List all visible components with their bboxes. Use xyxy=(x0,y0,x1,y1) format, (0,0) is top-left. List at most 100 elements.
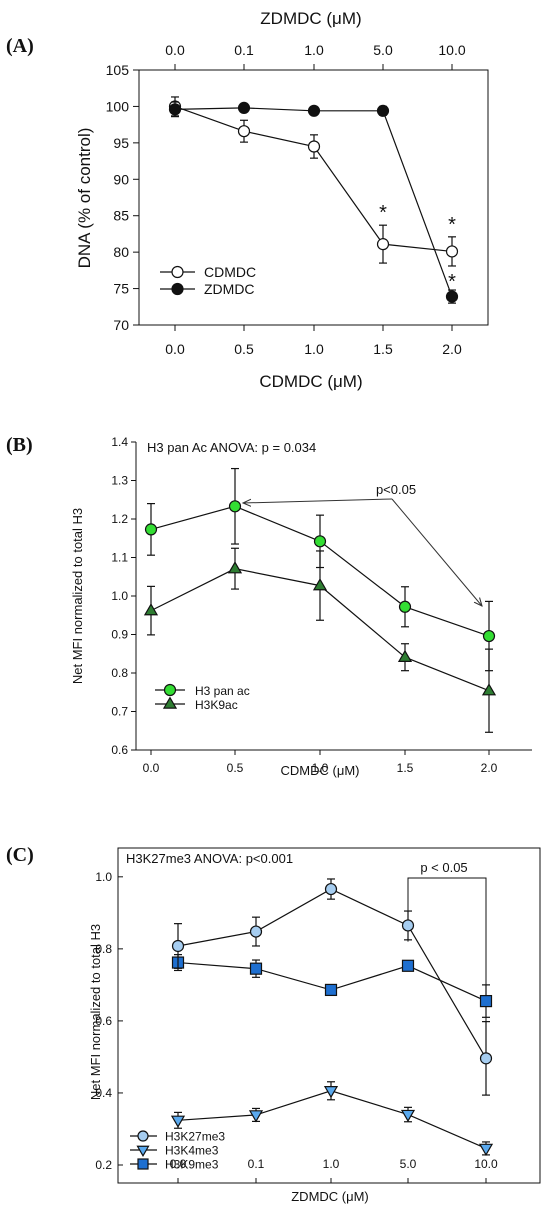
panel-b-legend-label: H3K9ac xyxy=(195,698,238,712)
panel-b-y-tick-label: 0.6 xyxy=(111,743,128,757)
panel-c-h3k9me3-point xyxy=(249,962,263,975)
panel-c-h3k27me3-point xyxy=(324,882,338,896)
panel-b-title: H3 pan Ac ANOVA: p = 0.034 xyxy=(147,440,316,455)
panel-c-plot-frame xyxy=(117,847,541,1184)
panel-a-x-tick-label: 0.5 xyxy=(234,341,254,357)
panel-b-y-tick-label: 0.9 xyxy=(111,628,128,642)
panel-b-y-tick-label: 0.7 xyxy=(111,705,128,719)
panel-b-y-tick-label: 1.4 xyxy=(111,435,128,449)
panel-a-x-tick-label: 2.0 xyxy=(442,341,462,357)
panel-c-legend-label: H3K27me3 xyxy=(165,1130,225,1144)
panel-a-cdmdc-point xyxy=(237,125,251,138)
panel-a-y-axis-title: DNA (% of control) xyxy=(75,128,94,269)
panel-c-significance-bracket xyxy=(407,877,487,1029)
panel-a-legend-marker xyxy=(171,265,184,279)
panel-b-h3k9ac-point xyxy=(397,649,413,662)
panel-a-top-tick-label: 0.1 xyxy=(234,42,254,58)
panel-b-y-tick-label: 0.8 xyxy=(111,666,128,680)
panel-c-x-tick-label: 1.0 xyxy=(323,1157,340,1171)
panel-c-h3k27me3-point xyxy=(401,919,415,932)
panel-c-h3k9me3-point xyxy=(401,959,415,972)
panel-b-legend-marker xyxy=(163,683,177,697)
panel-a-top-tick-label: 0.0 xyxy=(165,42,185,58)
panel-a-significance-star: * xyxy=(448,214,456,236)
panel-a-y-tick-label: 75 xyxy=(113,281,129,297)
panel-c-y-axis-title: Net MFI normalized to total H3 xyxy=(88,924,103,1100)
panel-c-h3k4me3-point xyxy=(478,1143,494,1156)
panel-b-legend-marker xyxy=(162,696,178,709)
panel-a-x-tick-label: 1.0 xyxy=(304,341,324,357)
panel-a-top-tick-label: 5.0 xyxy=(373,42,393,58)
panel-b-x-tick-label: 0.0 xyxy=(143,761,160,775)
panel-b-x-tick-label: 0.5 xyxy=(227,761,244,775)
panel-a-significance-star: * xyxy=(379,202,387,224)
panel-a-x-tick-label: 0.0 xyxy=(165,341,185,357)
panel-a-significance-star: * xyxy=(448,271,456,293)
panel-c-h3k9me3-point xyxy=(324,983,338,997)
panel-c-y-tick-label: 0.2 xyxy=(95,1158,112,1172)
panel-a-top-tick-label: 10.0 xyxy=(438,42,465,58)
panel-b-h3-pan-ac-point xyxy=(144,523,158,536)
panel-b-y-tick-label: 1.1 xyxy=(111,551,128,565)
panel-b-x-tick-label: 1.5 xyxy=(397,761,414,775)
panel-c-title: H3K27me3 ANOVA: p<0.001 xyxy=(126,851,293,866)
panel-a-zdmdc-point xyxy=(237,101,251,114)
panel-b-h3k9ac-point xyxy=(312,578,328,591)
panel-c-legend-marker xyxy=(137,1130,149,1142)
panel-b-label: (B) xyxy=(6,434,33,456)
panel-a-cdmdc-point xyxy=(445,245,459,258)
panel-a-cdmdc-point xyxy=(376,238,390,251)
panel-a-x-axis-title: CDMDC (μM) xyxy=(259,372,362,391)
panel-a-x-tick-label: 1.5 xyxy=(373,341,393,357)
panel-b-h3k9ac-point xyxy=(481,683,497,696)
panel-b-h3k9ac-point xyxy=(143,603,159,616)
panel-c-y-tick-label: 0.6 xyxy=(95,1014,112,1028)
panel-c-h3k9me3-point xyxy=(479,994,493,1008)
panel-c-y-tick-label: 1.0 xyxy=(95,870,112,884)
panel-b-legend-label: H3 pan ac xyxy=(195,684,250,698)
panel-a-y-tick-label: 100 xyxy=(106,98,130,114)
panel-a-y-tick-label: 105 xyxy=(106,62,130,78)
panel-a-zdmdc-point xyxy=(376,104,390,117)
panel-b-h3-pan-ac-point xyxy=(313,535,327,548)
panel-a-legend-label: CDMDC xyxy=(204,264,256,280)
panel-c-x-axis-title: ZDMDC (μM) xyxy=(291,1189,369,1204)
panel-c-legend-label: H3K4me3 xyxy=(165,1144,219,1158)
panel-c-y-tick-label: 0.8 xyxy=(95,942,112,956)
panel-a-y-tick-label: 95 xyxy=(113,135,129,151)
panel-b-y-tick-label: 1.2 xyxy=(111,512,128,526)
panel-c-h3k27me3-point xyxy=(171,939,185,953)
panel-b-x-tick-label: 2.0 xyxy=(481,761,498,775)
panel-a-plot: 70 75 80 85 90 95 100 105 0.0 0.5 1.0 1.5 2.0 0.0 0.1 1… xyxy=(106,42,489,357)
panel-c-h3k4me3-point xyxy=(248,1110,264,1123)
panel-c-legend-marker xyxy=(136,1145,150,1157)
panel-b-significance-arrow-left xyxy=(243,498,393,503)
panel-a-zdmdc-point xyxy=(445,290,459,303)
panel-c-x-tick-label: 5.0 xyxy=(400,1157,417,1171)
panel-b-h3-pan-ac-point xyxy=(228,500,242,513)
panel-a-label: (A) xyxy=(6,35,34,57)
panel-a-y-tick-label: 80 xyxy=(113,244,129,260)
panel-b-y-tick-label: 1.3 xyxy=(111,474,128,488)
panel-c-h3k4me3-point xyxy=(323,1086,339,1099)
panel-b-h3-pan-ac-point xyxy=(482,629,496,643)
panel-c-x-tick-label: 0.0 xyxy=(170,1157,187,1171)
panel-c-y-tick-label: 0.4 xyxy=(95,1086,112,1100)
panel-c-significance-label: p < 0.05 xyxy=(420,860,467,875)
panel-a-top-tick-label: 1.0 xyxy=(304,42,324,58)
panel-b-significance-label: p<0.05 xyxy=(376,482,416,497)
panel-c-legend-marker xyxy=(137,1158,149,1170)
panel-b-y-tick-label: 1.0 xyxy=(111,589,128,603)
panel-c-x-tick-label: 0.1 xyxy=(248,1157,265,1171)
panel-a-y-tick-label: 85 xyxy=(113,208,129,224)
panel-a-top-axis-title: ZDMDC (μM) xyxy=(260,9,361,28)
panel-a-legend-label: ZDMDC xyxy=(204,281,255,297)
panel-c-h3k27me3-point xyxy=(479,1052,493,1065)
panel-a-zdmdc-point xyxy=(307,104,321,117)
panel-c-x-tick-label: 10.0 xyxy=(474,1157,498,1171)
panel-b-x-tick-label: 1.0 xyxy=(312,761,329,775)
panel-a-legend-marker xyxy=(171,282,184,296)
